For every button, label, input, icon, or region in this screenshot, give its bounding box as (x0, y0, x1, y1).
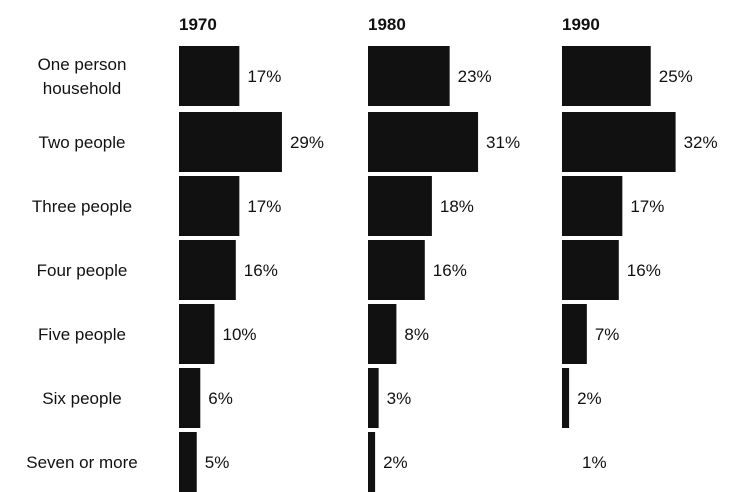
bar (368, 112, 479, 172)
category-label: One person household (38, 55, 127, 98)
bar (562, 240, 619, 300)
category-label: Two people (39, 133, 126, 152)
bar (562, 112, 676, 172)
panel-1980: 1980 23% 31% 18% 16% 8% 3% 2% (368, 15, 520, 492)
category-label: Six people (42, 389, 121, 408)
data-label: 17% (247, 197, 281, 216)
category-label: Three people (32, 197, 132, 216)
bar (562, 176, 623, 236)
panels: 1970 17% 29% 17% 16% 10% 6% 5% 1980 23% 31% 18% 16% 8… (179, 15, 718, 492)
bar (179, 176, 240, 236)
data-label: 2% (577, 389, 602, 408)
category-label: Seven or more (26, 453, 138, 472)
data-label: 16% (244, 261, 278, 280)
panel-1970: 1970 17% 29% 17% 16% 10% 6% 5% (179, 15, 324, 492)
data-label: 1% (582, 453, 607, 472)
panel-title: 1980 (368, 15, 406, 34)
data-label: 29% (290, 133, 324, 152)
bar (179, 304, 215, 364)
data-label: 16% (627, 261, 661, 280)
bar (368, 46, 450, 106)
bar (368, 368, 379, 428)
data-label: 6% (208, 389, 233, 408)
panel-title: 1970 (179, 15, 217, 34)
bar (179, 112, 282, 172)
bar (562, 46, 651, 106)
bar (562, 304, 587, 364)
category-label: Four people (37, 261, 128, 280)
data-label: 32% (684, 133, 718, 152)
bar (179, 240, 236, 300)
panel-1990: 1990 25% 32% 17% 16% 7% 2% 1% (562, 15, 718, 472)
data-label: 5% (205, 453, 230, 472)
category-labels: One person household Two people Three peopl… (26, 55, 138, 472)
data-label: 18% (440, 197, 474, 216)
data-label: 8% (404, 325, 429, 344)
data-label: 10% (223, 325, 257, 344)
panel-title: 1990 (562, 15, 600, 34)
bar (368, 240, 425, 300)
bar (179, 432, 197, 492)
category-label: Five people (38, 325, 126, 344)
bar (368, 176, 432, 236)
data-label: 23% (458, 67, 492, 86)
data-label: 17% (630, 197, 664, 216)
bar (368, 432, 376, 492)
bar (179, 46, 240, 106)
data-label: 16% (433, 261, 467, 280)
data-label: 25% (659, 67, 693, 86)
data-label: 31% (486, 133, 520, 152)
data-label: 7% (595, 325, 620, 344)
data-label: 3% (387, 389, 412, 408)
data-label: 2% (383, 453, 408, 472)
bar (368, 304, 397, 364)
bar (179, 368, 201, 428)
data-label: 17% (247, 67, 281, 86)
bar (562, 368, 570, 428)
